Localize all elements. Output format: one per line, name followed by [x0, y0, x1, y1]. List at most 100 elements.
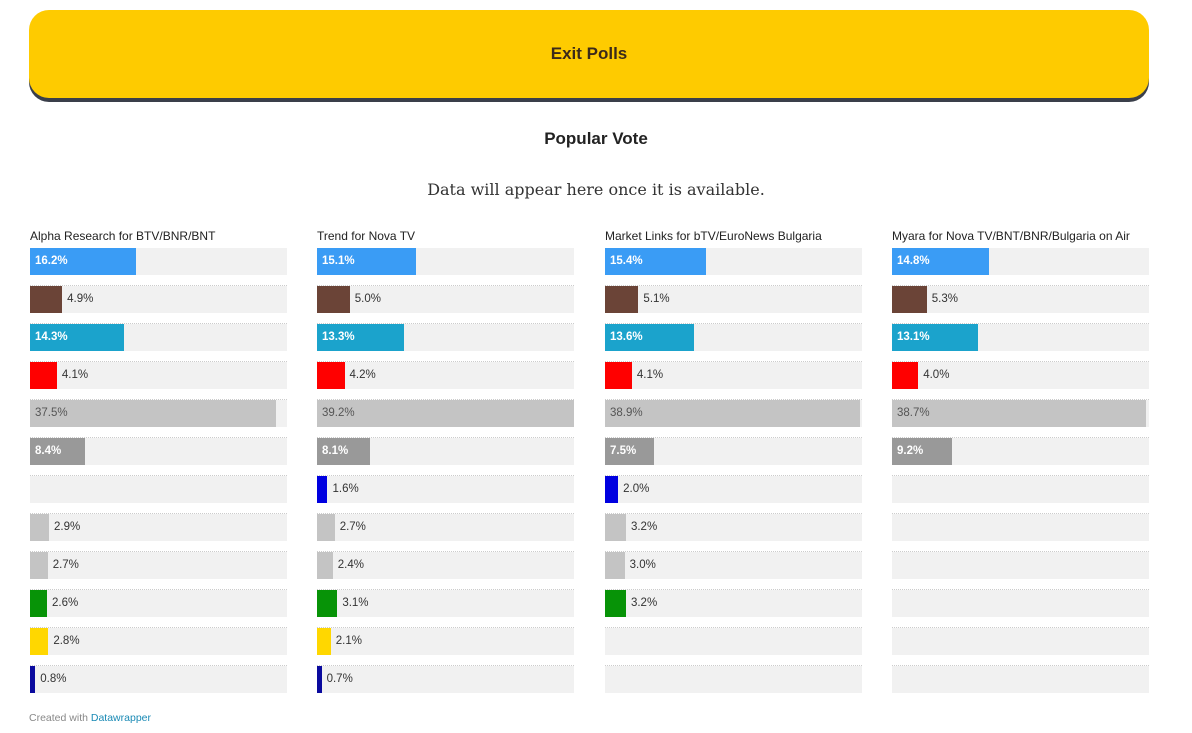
bar-track: [317, 476, 574, 503]
bar-value-label: 39.2%: [322, 407, 355, 419]
bar-row: 4.9%: [30, 286, 287, 324]
bar-track: [892, 476, 1149, 503]
bar-track: [317, 628, 574, 655]
poll-panel: Market Links for bTV/EuroNews Bulgaria 15…: [605, 228, 862, 704]
bar-value-label: 8.1%: [322, 445, 349, 457]
bar-row: [892, 552, 1149, 590]
header-banner: Exit Polls: [29, 10, 1149, 98]
bar: [892, 324, 978, 351]
bar-value-label: 5.1%: [643, 293, 670, 305]
bar-track: [30, 476, 287, 503]
bar: [892, 438, 953, 465]
bar-track: [605, 552, 862, 579]
bar-row: 0.8%: [30, 666, 287, 704]
bar-row: 37.5%: [30, 400, 287, 438]
bar-row: 2.9%: [30, 514, 287, 552]
bar: [317, 286, 350, 313]
footer-credit: Created with Datawrapper: [29, 712, 151, 724]
bar-track: [892, 666, 1149, 693]
poll-panel: Trend for Nova TV 15.1% 5.0% 13.3% 4.2% 39.2%…: [317, 228, 574, 704]
panel-title: Alpha Research for BTV/BNR/BNT: [30, 229, 216, 243]
bar: [30, 628, 49, 655]
bar-row: [892, 666, 1149, 704]
bar-track: [605, 476, 862, 503]
bar-track: [317, 666, 574, 693]
bar-value-label: 3.1%: [342, 597, 369, 609]
bar-track: [605, 666, 862, 693]
bar-track: [605, 514, 862, 541]
bar-row: 38.9%: [605, 400, 862, 438]
bar-value-label: 2.0%: [623, 483, 650, 495]
bar-row: 3.2%: [605, 590, 862, 628]
panel-title: Trend for Nova TV: [317, 229, 416, 243]
bar: [605, 438, 655, 465]
bar: [892, 400, 1146, 427]
bar: [30, 514, 49, 541]
bar: [317, 476, 328, 503]
bar-row: [892, 628, 1149, 666]
bar-value-label: 2.7%: [339, 521, 366, 533]
bar: [30, 286, 63, 313]
bar: [30, 552, 48, 579]
bar: [317, 552, 333, 579]
bar: [605, 248, 706, 275]
bar-track: [317, 286, 574, 313]
bar-row: 38.7%: [892, 400, 1149, 438]
bar: [317, 362, 345, 389]
bar-track: [30, 628, 287, 655]
bar-value-label: 38.7%: [897, 407, 930, 419]
bar-track: [30, 514, 287, 541]
bar-value-label: 0.7%: [326, 673, 353, 685]
bar: [317, 438, 371, 465]
bar-value-label: 15.1%: [322, 255, 355, 267]
header-title: Exit Polls: [550, 44, 628, 63]
bar-track: [30, 286, 287, 313]
bar-row: 13.1%: [892, 324, 1149, 362]
bar-track: [317, 552, 574, 579]
bar: [30, 590, 48, 617]
bar-row: [892, 514, 1149, 552]
bar-value-label: 2.6%: [52, 597, 79, 609]
bar-track: [892, 362, 1149, 389]
datawrapper-link[interactable]: Datawrapper: [90, 712, 151, 724]
bar-row: 2.0%: [605, 476, 862, 514]
bar-value-label: 3.2%: [630, 597, 658, 609]
bar-track: [30, 362, 287, 389]
bar-row: 5.1%: [605, 286, 862, 324]
bar-value-label: 13.3%: [322, 331, 355, 343]
footer-prefix: Created with: [29, 712, 88, 724]
bar-row: 2.7%: [317, 514, 574, 552]
bar: [605, 514, 626, 541]
bar: [317, 324, 405, 351]
bar-row: 2.4%: [317, 552, 574, 590]
bar-row: 3.1%: [317, 590, 574, 628]
poll-panel: Alpha Research for BTV/BNR/BNT 16.2% 4.9% 1…: [30, 228, 287, 704]
bar-value-label: 2.4%: [337, 559, 364, 571]
bar-track: [317, 590, 574, 617]
bar-row: 0.7%: [317, 666, 574, 704]
bar-track: [605, 628, 862, 655]
bar-row: 13.6%: [605, 324, 862, 362]
bar: [892, 286, 927, 313]
panel-title: Myara for Nova TV/BNT/BNR/Bulgaria on Ai…: [892, 229, 1130, 243]
bar-value-label: 5.3%: [931, 293, 958, 305]
bar-value-label: 2.7%: [52, 559, 79, 571]
bar: [30, 400, 276, 427]
bar-row: 8.4%: [30, 438, 287, 476]
availability-notice: Data will appear here once it is availab…: [427, 180, 765, 199]
bar-row: 39.2%: [317, 400, 574, 438]
bar-row: 2.7%: [30, 552, 287, 590]
bar-track: [892, 552, 1149, 579]
bar-row: 3.0%: [605, 552, 862, 590]
bar: [30, 362, 57, 389]
bar-row: 9.2%: [892, 438, 1149, 476]
bar-row: 7.5%: [605, 438, 862, 476]
bar-row: 16.2%: [30, 248, 287, 286]
bar-value-label: 4.1%: [636, 369, 664, 381]
bar: [317, 400, 574, 427]
bar-value-label: 4.9%: [67, 293, 94, 305]
bar-value-label: 7.5%: [610, 445, 637, 457]
bar-row: 8.1%: [317, 438, 574, 476]
bar: [317, 248, 416, 275]
bar-value-label: 2.8%: [53, 635, 80, 647]
